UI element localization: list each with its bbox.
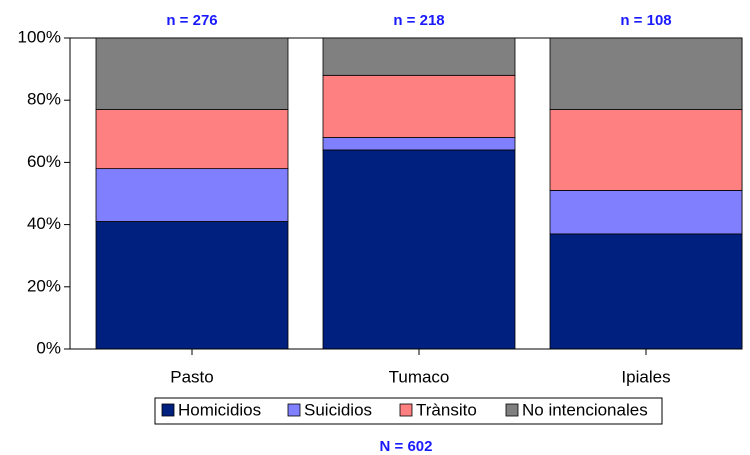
legend-label: Homicidios	[178, 400, 261, 419]
bar-segment	[322, 137, 516, 151]
bar-segment	[95, 37, 289, 110]
legend-swatch	[287, 403, 301, 417]
x-tick-label: Pasto	[170, 367, 213, 386]
sample-size: n = 108	[620, 12, 671, 29]
total-note: N = 602	[380, 438, 433, 455]
bar-segment	[322, 149, 516, 350]
bar-segment	[95, 168, 289, 222]
bar-segment	[322, 37, 516, 76]
x-tick-label: Tumaco	[389, 367, 450, 386]
legend-label: Trànsito	[416, 400, 477, 419]
legend-label: Suicidios	[304, 400, 372, 419]
bar-segment	[549, 233, 743, 350]
y-tick-label: 60%	[27, 152, 61, 171]
bar-segment	[549, 37, 743, 110]
legend-swatch	[399, 403, 413, 417]
y-tick-label: 80%	[27, 90, 61, 109]
bar-segment	[322, 74, 516, 138]
bar-segment	[95, 109, 289, 170]
y-tick-label: 20%	[27, 276, 61, 295]
x-tick-label: Ipiales	[621, 367, 670, 386]
sample-size: n = 218	[393, 12, 444, 29]
y-tick-label: 0%	[36, 338, 61, 357]
y-tick-label: 40%	[27, 214, 61, 233]
legend-swatch	[161, 403, 175, 417]
legend-label: No intencionales	[522, 400, 648, 419]
sample-size: n = 276	[166, 12, 217, 29]
bar-segment	[549, 189, 743, 235]
y-tick-label: 100%	[18, 27, 61, 46]
legend-swatch	[505, 403, 519, 417]
bar-segment	[549, 109, 743, 191]
bar-segment	[95, 221, 289, 350]
